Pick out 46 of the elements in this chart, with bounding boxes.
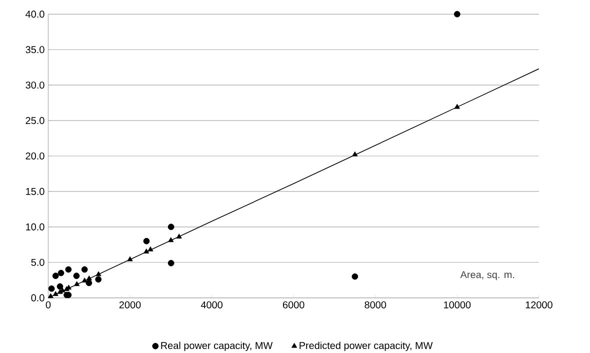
point (144, 248, 150, 254)
point (65, 266, 72, 273)
y-tick-label: 35.0 (26, 46, 44, 54)
point (168, 260, 174, 266)
point (95, 276, 102, 283)
point (52, 291, 58, 296)
x-tick-label: 6000 (282, 301, 304, 308)
y-tick-label: 25.0 (26, 116, 44, 124)
point (74, 281, 80, 286)
legend-label: Predicted power capacity, MW (300, 342, 433, 351)
point (168, 237, 174, 242)
legend-label: Real power capacity, MW (161, 342, 273, 351)
point (86, 275, 92, 280)
y-tick-label: 30.0 (26, 82, 44, 89)
point (56, 283, 64, 290)
y-tick-label: 40.0 (26, 10, 44, 18)
x-tick-label: 0 (46, 301, 51, 308)
point (127, 256, 133, 262)
point (168, 224, 174, 230)
point (454, 104, 460, 109)
point (58, 270, 64, 276)
point (81, 266, 88, 273)
y-tick-label: 10.0 (26, 223, 44, 230)
x-tick-label: 2000 (119, 301, 141, 308)
point (82, 278, 88, 282)
y-tick-label: 5.0 (31, 258, 44, 266)
x-tick-label: 12000 (526, 301, 552, 308)
point (48, 293, 54, 298)
point (352, 273, 358, 280)
point (73, 272, 80, 279)
y-tick-label: 0.0 (31, 294, 44, 302)
x-tick-label: 4000 (200, 301, 222, 308)
point (96, 271, 102, 276)
point (454, 10, 460, 18)
x-tick-label: 8000 (364, 301, 386, 308)
point (143, 238, 150, 244)
point (148, 246, 154, 252)
point (48, 285, 55, 292)
x-tick-label: 10000 (444, 301, 471, 308)
y-tick-label: 15.0 (26, 188, 44, 195)
y-tick-label: 20.0 (26, 152, 44, 160)
point (352, 151, 358, 156)
point (176, 234, 182, 238)
point (52, 272, 59, 279)
x-axis-title: Area, sq. m. (460, 271, 514, 280)
point (86, 280, 92, 286)
